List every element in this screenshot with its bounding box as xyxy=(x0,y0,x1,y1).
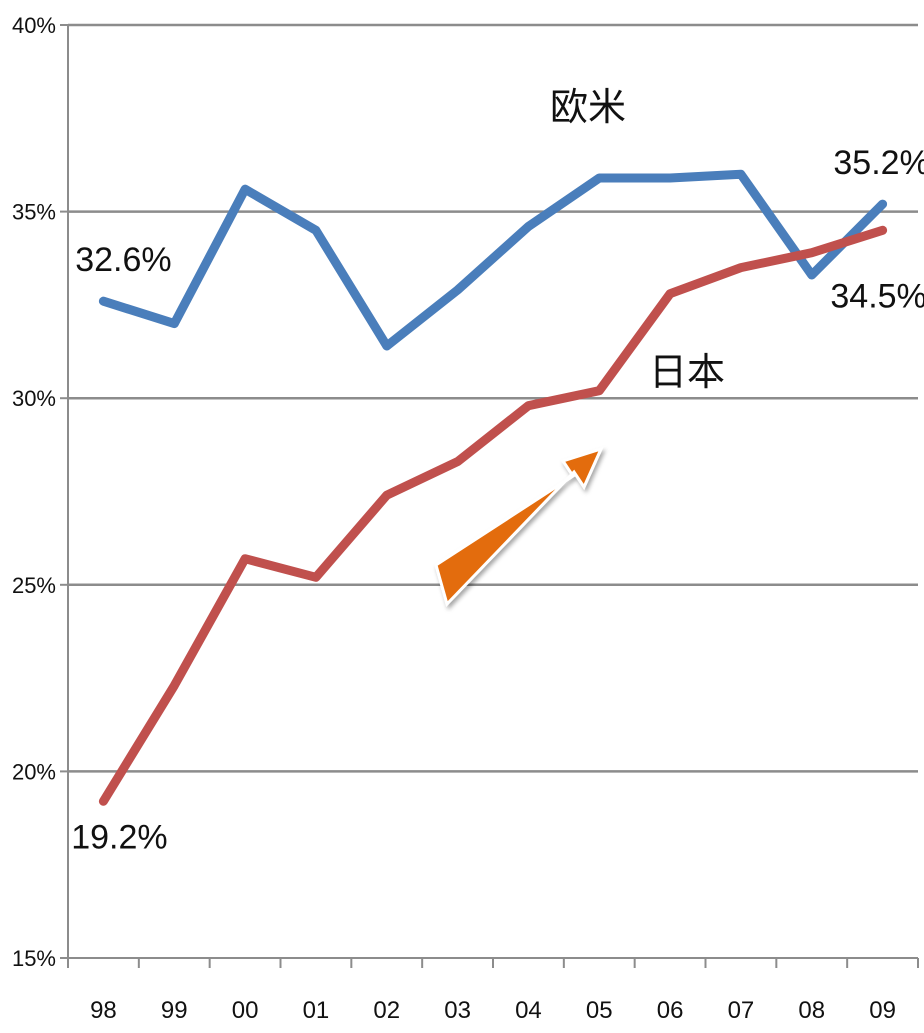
y-tick-label: 20% xyxy=(12,759,56,784)
data-label: 19.2% xyxy=(71,818,167,856)
arrow-shape xyxy=(434,446,604,607)
series-name-label: 日本 xyxy=(649,352,725,394)
series-line-0 xyxy=(98,169,888,351)
y-tick-label: 15% xyxy=(12,946,56,971)
x-tick-label: 00 xyxy=(232,997,259,1024)
y-tick-label: 40% xyxy=(12,13,56,38)
data-point xyxy=(314,576,317,579)
data-point xyxy=(102,300,105,303)
data-point xyxy=(669,177,672,180)
data-point xyxy=(385,344,388,347)
data-point xyxy=(173,322,176,325)
data-point xyxy=(244,557,247,560)
data-point xyxy=(527,404,530,407)
data-point xyxy=(456,460,459,463)
y-tick-label: 25% xyxy=(12,573,56,598)
data-point xyxy=(739,266,742,269)
x-tick-label: 06 xyxy=(657,997,684,1024)
y-tick-label: 30% xyxy=(12,386,56,411)
data-point xyxy=(739,173,742,176)
x-tick-label: 02 xyxy=(373,997,400,1024)
x-tick-label: 08 xyxy=(798,997,825,1024)
data-point xyxy=(881,229,884,232)
x-tick-labels: 98 99 00 01 02 03 04 05 06 07 08 09 xyxy=(90,997,896,1024)
data-point xyxy=(810,251,813,254)
data-point xyxy=(385,494,388,497)
data-point xyxy=(102,800,105,803)
data-label: 34.5% xyxy=(830,277,924,315)
series-name-label: 欧米 xyxy=(550,87,626,129)
data-point xyxy=(527,225,530,228)
x-tick-label: 01 xyxy=(303,997,330,1024)
data-label: 32.6% xyxy=(75,241,171,279)
grid-lines xyxy=(68,23,918,773)
axes xyxy=(60,24,919,968)
data-label: 35.2% xyxy=(833,144,924,182)
x-tick-label: 07 xyxy=(728,997,755,1024)
data-point xyxy=(669,292,672,295)
x-tick-label: 04 xyxy=(515,997,542,1024)
x-tick-label: 05 xyxy=(586,997,613,1024)
trend-arrow xyxy=(434,446,604,607)
data-point xyxy=(173,684,176,687)
x-tick-label: 99 xyxy=(161,997,188,1024)
data-point xyxy=(598,177,601,180)
data-point xyxy=(881,203,884,206)
data-point xyxy=(598,389,601,392)
series-lines xyxy=(98,169,888,806)
data-point xyxy=(244,188,247,191)
x-tick-label: 09 xyxy=(869,997,896,1024)
y-tick-label: 35% xyxy=(12,200,56,225)
data-point xyxy=(314,229,317,232)
x-tick-label: 03 xyxy=(444,997,471,1024)
data-point xyxy=(456,288,459,291)
y-tick-labels: 15% 20% 25% 30% 35% 40% xyxy=(12,13,56,971)
data-point xyxy=(810,274,813,277)
x-tick-label: 98 xyxy=(90,997,117,1024)
series-line-1 xyxy=(98,225,888,806)
